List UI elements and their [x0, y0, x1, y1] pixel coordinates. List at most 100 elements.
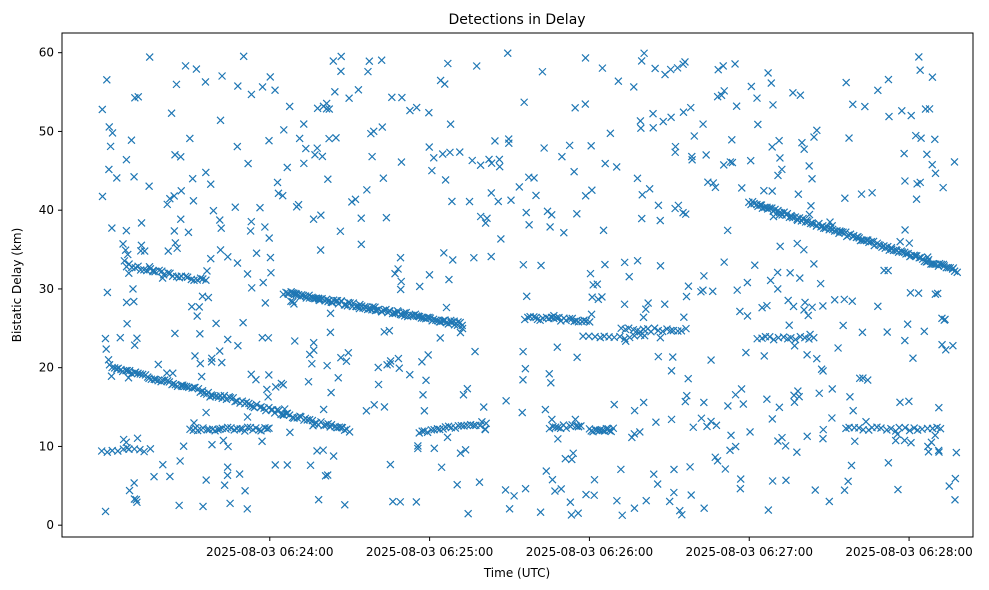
data-point-noise [840, 295, 849, 304]
data-point-noise [233, 142, 242, 151]
data-point-noise [896, 398, 904, 407]
data-point-noise [781, 441, 790, 450]
data-point-noise [938, 340, 946, 349]
data-point-noise [612, 496, 621, 505]
data-point-noise [548, 475, 557, 484]
data-point-noise [355, 304, 364, 313]
data-point-noise [223, 463, 232, 472]
data-point-track-l [791, 335, 800, 344]
data-point-noise [305, 350, 314, 359]
data-point-noise [164, 247, 173, 256]
data-point-noise [278, 191, 287, 200]
data-point-noise [570, 167, 579, 176]
data-point-noise [928, 160, 937, 169]
data-point-noise [262, 385, 271, 394]
data-point-noise [195, 329, 204, 338]
data-point-noise [747, 82, 756, 91]
data-point-noise [775, 403, 784, 412]
data-point-track-h [584, 332, 593, 341]
data-point-noise [290, 337, 299, 345]
data-point-noise [599, 226, 608, 235]
data-point-noise [551, 487, 559, 496]
data-point-noise [768, 414, 777, 423]
data-point-noise [246, 227, 255, 235]
data-point-noise [590, 475, 599, 484]
data-point-noise [553, 434, 562, 443]
data-point-noise [736, 475, 745, 483]
data-point-noise [732, 102, 741, 111]
data-point-noise [168, 369, 177, 378]
data-point-noise [612, 163, 621, 171]
data-point-noise [179, 442, 188, 451]
data-point-track-d [372, 306, 381, 315]
data-point-noise [260, 223, 269, 231]
data-point-noise [700, 504, 709, 513]
data-point-noise [325, 134, 333, 143]
data-point-noise [105, 123, 114, 131]
data-point-noise [397, 277, 406, 286]
data-point-track-a [335, 423, 344, 432]
data-point-noise [731, 390, 740, 399]
data-point-track-f [585, 318, 594, 326]
data-point-noise [739, 400, 748, 408]
data-point-noise [773, 437, 782, 446]
data-point-noise [223, 252, 232, 261]
data-point-noise [119, 240, 127, 248]
data-point-noise [768, 477, 777, 485]
data-point-noise [557, 152, 566, 161]
data-point-noise [914, 289, 923, 298]
data-point-noise [614, 77, 623, 86]
data-point-noise [883, 328, 892, 336]
data-point-noise [621, 337, 630, 346]
data-point-track-b [201, 276, 210, 285]
data-point-noise [456, 449, 465, 458]
data-point-noise [719, 61, 728, 70]
data-point-track-n [140, 447, 149, 456]
data-point-noise [437, 463, 446, 472]
data-point-noise [545, 369, 554, 378]
data-point-noise [703, 178, 712, 187]
data-point-noise [247, 90, 256, 99]
data-point-noise [808, 303, 817, 312]
data-point-noise [468, 156, 477, 165]
data-point-noise [905, 239, 914, 248]
data-point-noise [699, 120, 707, 129]
data-point-noise [630, 429, 639, 438]
data-point-noise [427, 166, 436, 175]
data-point-noise [840, 486, 849, 495]
data-point-noise [209, 206, 218, 215]
data-point-noise [190, 418, 198, 427]
data-point-noise [671, 142, 680, 151]
data-point-noise [933, 289, 942, 298]
data-point-noise [762, 395, 771, 404]
data-point-noise [325, 105, 334, 113]
data-point-track-c [254, 425, 263, 434]
data-point-noise [121, 246, 130, 255]
data-point-noise [667, 415, 676, 424]
data-point-noise [941, 345, 950, 354]
data-point-noise [931, 169, 940, 178]
data-point-noise [682, 292, 691, 301]
data-point-noise [137, 219, 146, 227]
data-point-noise [252, 375, 260, 384]
data-point-noise [809, 259, 818, 268]
data-point-noise [769, 100, 777, 109]
data-point-noise [412, 498, 421, 506]
chart-title: Detections in Delay [448, 12, 585, 28]
data-point-noise [743, 278, 752, 287]
data-point-noise [218, 72, 226, 80]
data-point-noise [204, 293, 213, 302]
data-point-noise [805, 210, 814, 219]
data-point-noise [794, 190, 803, 199]
data-point-noise [644, 299, 653, 307]
data-point-noise [606, 129, 615, 138]
data-point-noise [893, 430, 902, 439]
data-point-noise [347, 198, 356, 206]
data-point-track-j [650, 324, 659, 333]
data-point-noise [727, 431, 735, 440]
data-point-noise [279, 410, 288, 419]
data-point-track-a [340, 426, 349, 435]
data-point-noise [862, 417, 870, 426]
data-point-noise [858, 328, 867, 337]
data-point-noise [456, 328, 465, 337]
